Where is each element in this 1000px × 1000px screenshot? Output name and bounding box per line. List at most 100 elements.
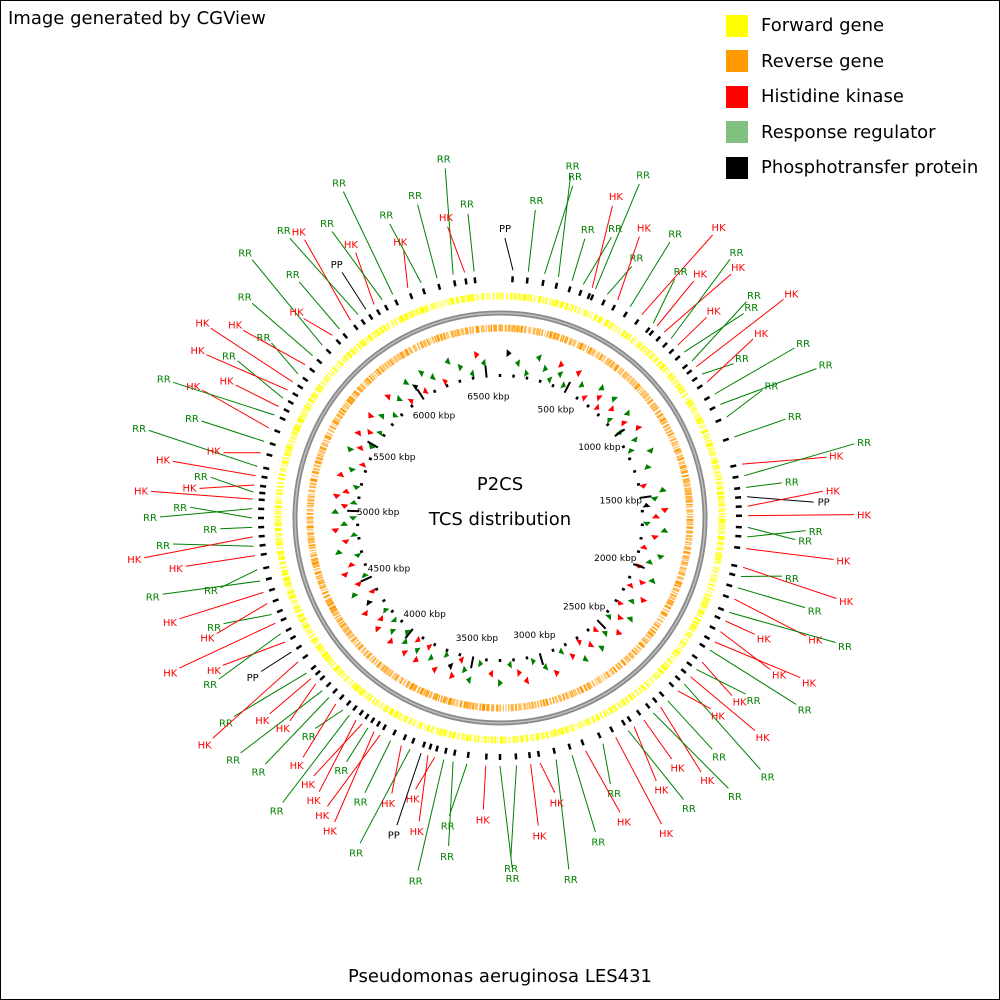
feature-label-rr: RR bbox=[798, 706, 812, 717]
feature-label-hk: HK bbox=[754, 329, 769, 340]
feature-position-mark bbox=[714, 614, 721, 620]
feature-position-mark bbox=[428, 743, 433, 750]
reverse-gene-arc bbox=[446, 331, 451, 339]
feature-label-pp: PP bbox=[818, 498, 830, 509]
forward-gene-arc bbox=[660, 663, 669, 672]
forward-gene-arc bbox=[358, 339, 367, 348]
forward-gene-arc bbox=[279, 467, 288, 473]
forward-gene-arc bbox=[567, 303, 572, 311]
feature-label-rr: RR bbox=[857, 438, 871, 449]
forward-gene-arc bbox=[281, 459, 289, 465]
feature-position-mark bbox=[402, 734, 408, 741]
feature-arrow-hk bbox=[593, 403, 600, 410]
reverse-gene-arc bbox=[552, 332, 558, 340]
reverse-gene-arc bbox=[318, 449, 326, 455]
feature-position-mark bbox=[310, 664, 317, 671]
forward-gene-arc bbox=[296, 417, 305, 424]
callout-line bbox=[355, 252, 375, 305]
tick-mark bbox=[359, 482, 364, 486]
forward-gene-arc bbox=[585, 717, 592, 726]
forward-gene-arc bbox=[550, 298, 556, 307]
reverse-gene-arc bbox=[352, 639, 360, 645]
feature-position-mark bbox=[353, 324, 359, 331]
callout-line bbox=[660, 706, 702, 773]
feature-position-mark bbox=[319, 674, 326, 681]
reverse-gene-arc bbox=[314, 459, 323, 465]
forward-gene-arc bbox=[364, 692, 372, 701]
legend-label: Response regulator bbox=[761, 121, 936, 143]
feature-label-rr: RR bbox=[838, 642, 852, 653]
reverse-gene-arc bbox=[548, 331, 554, 339]
forward-gene-arc bbox=[702, 596, 711, 603]
callout-line bbox=[199, 484, 255, 489]
feature-label-hk: HK bbox=[301, 780, 316, 791]
feature-label-rr: RR bbox=[408, 191, 422, 202]
feature-position-mark bbox=[709, 405, 716, 411]
feature-label-rr: RR bbox=[252, 767, 266, 778]
tick-label: 3000 kbp bbox=[513, 631, 556, 641]
feature-arrow-hk bbox=[607, 405, 614, 412]
feature-position-mark bbox=[717, 606, 725, 612]
map-title: P2CS bbox=[477, 474, 523, 495]
forward-gene-arc bbox=[314, 386, 323, 394]
forward-gene-arc bbox=[616, 702, 622, 709]
reverse-gene-arc bbox=[364, 379, 371, 385]
feature-position-mark bbox=[452, 749, 457, 756]
tick-mark bbox=[381, 598, 386, 603]
reverse-gene-arc bbox=[643, 636, 650, 643]
reverse-gene-arc bbox=[674, 579, 683, 586]
feature-position-mark bbox=[352, 704, 358, 712]
feature-label-rr: RR bbox=[277, 226, 291, 237]
reverse-gene-arc bbox=[563, 336, 569, 344]
feature-label-hk: HK bbox=[163, 668, 178, 679]
feature-position-mark bbox=[730, 464, 737, 468]
reverse-gene-arc bbox=[620, 658, 627, 666]
forward-gene-arc bbox=[302, 407, 310, 413]
forward-gene-arc bbox=[604, 708, 610, 716]
map-subtitle: TCS distribution bbox=[428, 509, 571, 530]
callout-line bbox=[602, 743, 611, 785]
callout-line bbox=[558, 175, 572, 278]
reverse-gene-arc bbox=[310, 477, 318, 483]
feature-arrow-hk bbox=[660, 507, 669, 514]
callout-line bbox=[571, 755, 596, 832]
reverse-gene-arc bbox=[382, 666, 390, 674]
callout-line bbox=[652, 712, 729, 789]
feature-position-mark bbox=[259, 484, 267, 488]
feature-position-mark bbox=[287, 399, 295, 406]
forward-gene-arc bbox=[371, 697, 377, 705]
forward-gene-arc bbox=[666, 657, 674, 665]
reverse-gene-arc bbox=[398, 351, 406, 360]
feature-arrow-hk bbox=[354, 580, 362, 587]
forward-gene-arc bbox=[392, 318, 399, 326]
forward-gene-arc bbox=[596, 315, 603, 324]
feature-position-mark bbox=[729, 572, 736, 577]
legend-label: Reverse gene bbox=[761, 50, 885, 72]
forward-gene-arc bbox=[679, 389, 687, 395]
feature-label-hk: HK bbox=[836, 557, 851, 568]
callout-line bbox=[633, 726, 657, 782]
callout-line bbox=[701, 363, 734, 375]
forward-gene-arc bbox=[435, 727, 440, 735]
forward-gene-arc bbox=[618, 700, 624, 708]
reverse-gene-arc bbox=[393, 673, 401, 682]
reverse-gene-arc bbox=[320, 441, 329, 448]
feature-position-mark bbox=[680, 668, 687, 674]
callout-line bbox=[643, 719, 673, 760]
feature-label-hk: HK bbox=[186, 382, 201, 393]
reverse-gene-arc bbox=[320, 587, 328, 592]
feature-arrow-rr bbox=[461, 665, 468, 674]
forward-gene-arc bbox=[668, 375, 677, 383]
feature-arrow-rr bbox=[515, 359, 521, 368]
reverse-gene-arc bbox=[609, 667, 616, 675]
callout-line bbox=[417, 759, 445, 871]
feature-label-rr: RR bbox=[808, 606, 822, 617]
forward-gene-arc bbox=[623, 696, 631, 704]
forward-gene-arc bbox=[414, 307, 421, 316]
callout-line bbox=[696, 299, 784, 367]
feature-position-mark bbox=[345, 699, 352, 707]
callout-line bbox=[417, 204, 438, 279]
backbone-ring bbox=[292, 310, 708, 726]
reverse-gene-arc bbox=[651, 405, 659, 411]
forward-gene-arc bbox=[629, 336, 637, 344]
